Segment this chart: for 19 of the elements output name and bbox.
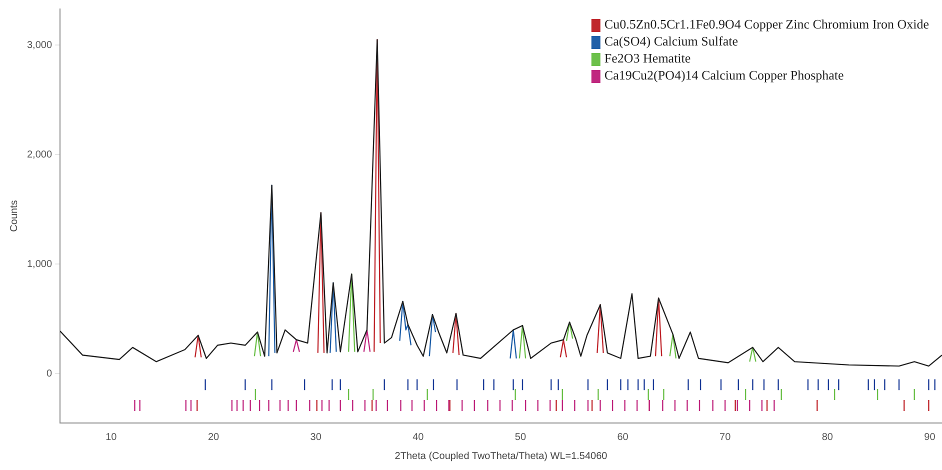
x-tick-label: 40 — [412, 432, 424, 443]
legend-label: Cu0.5Zn0.5Cr1.1Fe0.9O4 Copper Zinc Chromium Iron Oxide — [604, 16, 930, 32]
x-tick-label: 70 — [720, 432, 732, 443]
x-tick-label: 30 — [310, 432, 322, 443]
legend-label: Ca19Cu2(PO4)14 Calcium Copper Phosphate — [604, 67, 844, 82]
x-tick-label: 90 — [924, 432, 936, 443]
x-axis-title: 2Theta (Coupled TwoTheta/Theta) WL=1.54060 — [394, 450, 608, 462]
y-tick-label: 3,000 — [26, 40, 52, 51]
x-tick-label: 80 — [822, 432, 834, 443]
x-tick-label: 20 — [208, 432, 220, 443]
y-tick-label: 0 — [46, 368, 52, 380]
y-tick-label: 1,000 — [26, 258, 52, 270]
x-tick-label: 60 — [617, 432, 629, 443]
legend-label: Ca(SO4) Calcium Sulfate — [604, 33, 738, 48]
legend-label: Fe2O3 Hematite — [604, 50, 691, 66]
y-tick-label: 2,000 — [26, 149, 52, 160]
y-axis-title: Counts — [8, 200, 20, 232]
x-tick-label: 50 — [514, 432, 526, 443]
x-tick-label: 10 — [106, 432, 118, 443]
